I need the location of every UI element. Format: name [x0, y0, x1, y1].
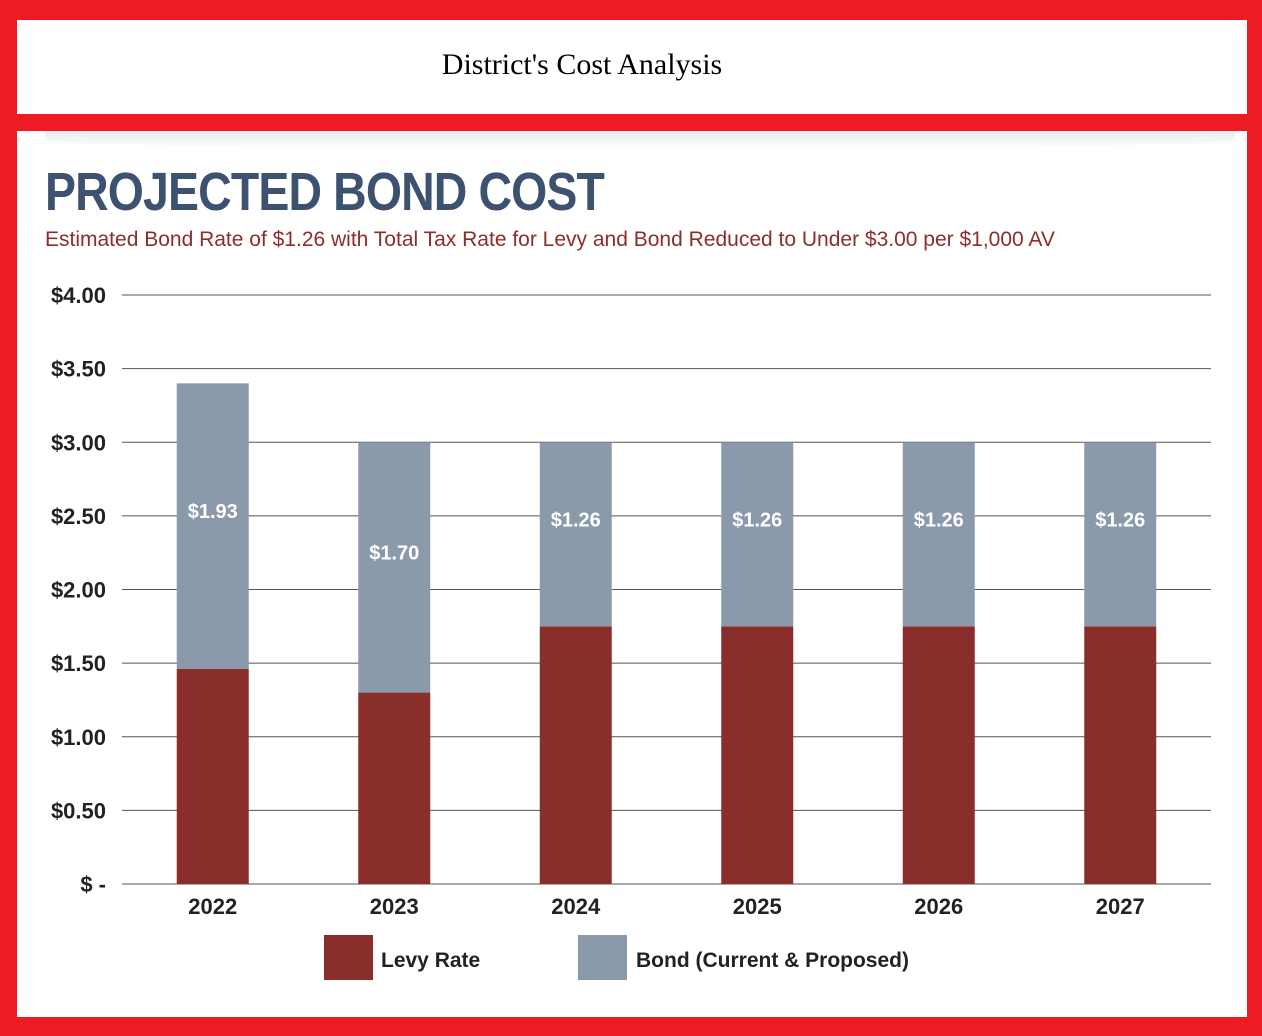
panel-shadow [45, 131, 1235, 149]
y-tick-label: $2.00 [51, 578, 106, 603]
legend-swatch [578, 935, 627, 980]
bar-value-label: $1.26 [732, 509, 782, 531]
page-title: District's Cost Analysis [441, 48, 723, 81]
chart-title: PROJECTED BOND COST [45, 162, 605, 222]
bond-bar [358, 442, 431, 693]
y-tick-label: $1.00 [51, 725, 106, 750]
x-tick-label: 2024 [551, 894, 601, 919]
bond-bar [721, 442, 794, 627]
y-tick-label: $4.00 [51, 283, 106, 308]
bar-value-label: $1.93 [188, 501, 238, 523]
levy-bar [176, 669, 249, 884]
levy-bar [539, 626, 612, 884]
bar-value-label: $1.26 [551, 509, 601, 531]
y-tick-label: $1.50 [51, 651, 106, 676]
y-tick-label: $2.50 [51, 504, 106, 529]
y-tick-label: $3.50 [51, 357, 106, 382]
bar-value-label: $1.26 [914, 509, 964, 531]
x-tick-label: 2027 [1096, 894, 1145, 919]
y-tick-label: $3.00 [51, 430, 106, 455]
legend-swatch [324, 935, 373, 980]
x-tick-label: 2026 [914, 894, 963, 919]
legend-label: Levy Rate [381, 949, 480, 972]
y-tick-label: $0.50 [51, 798, 106, 823]
levy-bar [721, 626, 794, 884]
x-tick-label: 2022 [188, 894, 237, 919]
y-tick-label: $ - [80, 872, 106, 897]
levy-bar [358, 692, 431, 884]
header-panel: District's Cost Analysis [17, 20, 1247, 114]
levy-bar [902, 626, 975, 884]
x-tick-label: 2025 [733, 894, 782, 919]
bar-value-label: $1.70 [369, 542, 419, 564]
legend-label: Bond (Current & Proposed) [636, 949, 909, 972]
levy-bar [1084, 626, 1157, 884]
bond-bar [539, 442, 612, 627]
chart-subtitle: Estimated Bond Rate of $1.26 with Total … [45, 228, 1055, 251]
bond-bar [176, 383, 249, 670]
bond-bar [1084, 442, 1157, 627]
bar-value-label: $1.26 [1095, 509, 1145, 531]
bond-bar [902, 442, 975, 627]
x-tick-label: 2023 [370, 894, 419, 919]
